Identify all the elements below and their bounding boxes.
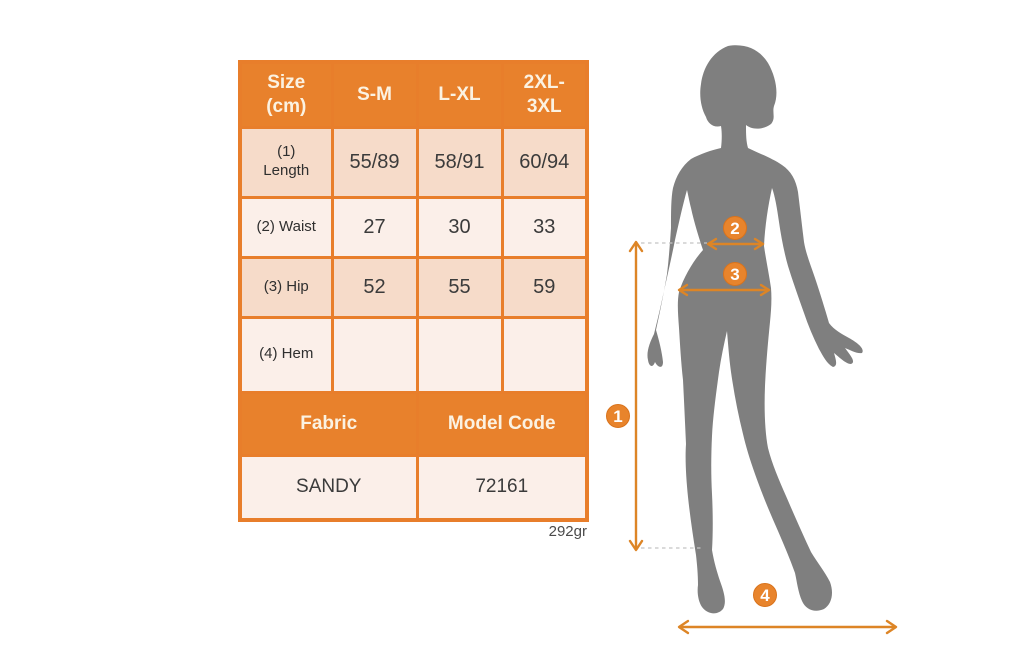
marker-1-badge: 1 (606, 404, 630, 428)
row-label-hip: (3) Hip (238, 255, 334, 319)
marker-4-badge: 4 (753, 583, 777, 607)
hem-measure-arrow (677, 619, 898, 635)
marker-3-badge: 3 (723, 262, 747, 286)
model-code-value-cell: 72161 (415, 453, 589, 522)
row-hip: (3) Hip 52 55 59 (238, 255, 589, 319)
cell-length-sm: 55/89 (330, 125, 419, 199)
header-cell-2xl-3xl: 2XL- 3XL (500, 60, 589, 129)
weight-note: 292gr (548, 523, 587, 540)
cell-waist-2xl3xl: 33 (500, 195, 589, 259)
cell-waist-sm: 27 (330, 195, 419, 259)
fabric-value-cell: SANDY (238, 453, 419, 522)
cell-hem-2xl3xl (500, 315, 589, 394)
hip-measure-arrow (677, 283, 771, 297)
row-length: (1) Length 55/89 58/91 60/94 (238, 125, 589, 199)
row-label-hem: (4) Hem (238, 315, 334, 394)
size-chart-table: Size (cm) S-M L-XL 2XL- 3XL (1) Length 5… (238, 60, 589, 522)
female-silhouette-image (647, 45, 863, 614)
header-cell-size-cm: Size (cm) (238, 60, 334, 129)
row-waist: (2) Waist 27 30 33 (238, 195, 589, 259)
measurement-figure: 1 2 3 4 (606, 45, 898, 635)
marker-2-badge: 2 (723, 216, 747, 240)
model-code-header-cell: Model Code (415, 390, 589, 457)
cell-waist-lxl: 30 (415, 195, 504, 259)
footer-value-row: SANDY 72161 (238, 453, 589, 522)
fabric-header-cell: Fabric (238, 390, 419, 457)
cell-hip-lxl: 55 (415, 255, 504, 319)
footer-header-row: Fabric Model Code (238, 390, 589, 457)
marker-1-label: 1 (613, 407, 622, 426)
cell-length-2xl3xl: 60/94 (500, 125, 589, 199)
header-cell-s-m: S-M (330, 60, 419, 129)
cell-length-lxl: 58/91 (415, 125, 504, 199)
header-row: Size (cm) S-M L-XL 2XL- 3XL (238, 60, 589, 129)
marker-3-label: 3 (730, 265, 739, 284)
header-cell-l-xl: L-XL (415, 60, 504, 129)
row-hem: (4) Hem (238, 315, 589, 394)
length-measure-arrow (628, 240, 644, 552)
marker-2-label: 2 (730, 219, 739, 238)
cell-hip-sm: 52 (330, 255, 419, 319)
cell-hem-sm (330, 315, 419, 394)
cell-hem-lxl (415, 315, 504, 394)
row-label-waist: (2) Waist (238, 195, 334, 259)
cell-hip-2xl3xl: 59 (500, 255, 589, 319)
marker-4-label: 4 (760, 586, 770, 605)
waist-measure-arrow (706, 237, 765, 251)
row-label-length: (1) Length (238, 125, 334, 199)
